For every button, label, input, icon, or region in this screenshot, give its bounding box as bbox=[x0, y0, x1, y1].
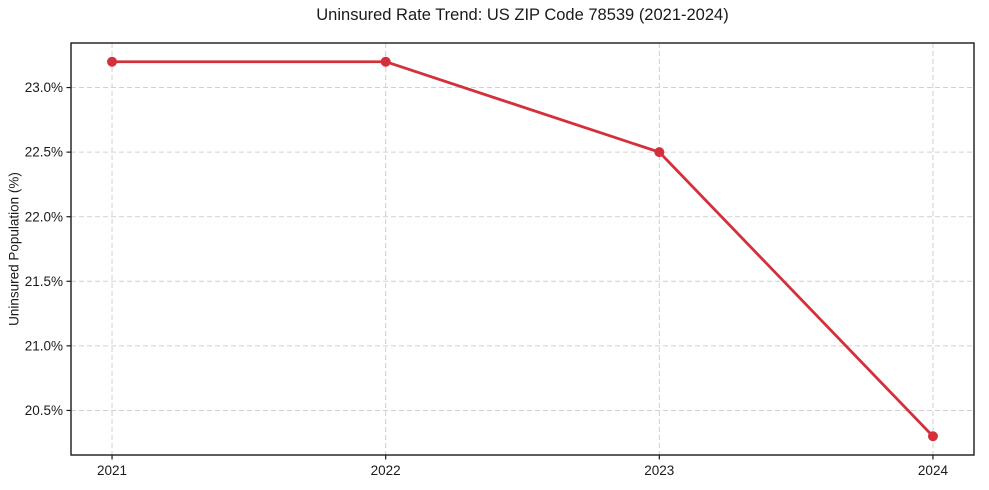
data-point-2022 bbox=[380, 56, 391, 67]
x-tick-label: 2021 bbox=[97, 463, 127, 478]
data-point-2021 bbox=[107, 56, 118, 67]
y-tick-label: 20.5% bbox=[25, 403, 63, 418]
data-point-2024 bbox=[927, 431, 938, 442]
x-tick-label: 2022 bbox=[371, 463, 401, 478]
trend-line bbox=[110, 60, 935, 438]
y-tick-label: 23.0% bbox=[25, 80, 63, 95]
y-tick-label: 22.0% bbox=[25, 209, 63, 224]
chart-title: Uninsured Rate Trend: US ZIP Code 78539 … bbox=[316, 6, 729, 24]
data-point-2023 bbox=[654, 147, 665, 158]
x-tick-label: 2024 bbox=[918, 463, 949, 478]
y-tick-label: 22.5% bbox=[25, 145, 63, 160]
y-tick-label: 21.0% bbox=[25, 338, 63, 353]
x-tick-label: 2023 bbox=[644, 463, 674, 478]
y-tick-label: 21.5% bbox=[25, 274, 63, 289]
plot-border bbox=[70, 42, 975, 456]
